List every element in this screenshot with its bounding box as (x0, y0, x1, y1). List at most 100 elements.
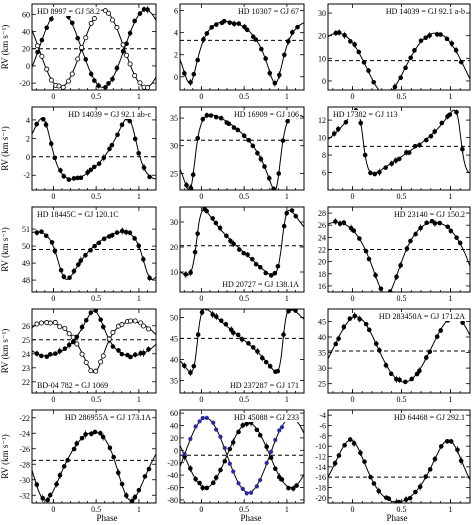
rv-panel: 0 0.5 1 -20-18 -16-14-12 -10-8-6 -4 HD 64468 = … (315, 409, 471, 514)
title-background (237, 7, 300, 16)
rv-point-secondary (119, 322, 125, 328)
rv-point-primary (146, 347, 151, 352)
x-tick-label: 0.5 (396, 294, 406, 303)
rv-point-primary (101, 236, 107, 242)
rv-point-primary (347, 316, 353, 321)
x-tick-label: 0.5 (239, 192, 249, 201)
y-tick-label: -12 (315, 453, 326, 462)
rv-point-primary (358, 120, 364, 126)
rv-point-primary (377, 169, 382, 175)
rv-point-primary (141, 257, 146, 262)
rv-point-primary (204, 113, 210, 118)
rv-point-primary (414, 371, 420, 377)
rv-point-primary (279, 477, 285, 482)
rv-point-primary (75, 262, 81, 267)
panel-frame (31, 106, 157, 191)
rv-point-primary (119, 481, 125, 487)
rv-point-primary (257, 432, 263, 438)
rv-point-primary (373, 341, 379, 347)
rv-point-primary (458, 59, 464, 65)
y-tick-label: 6 (174, 7, 178, 16)
rv-point-primary (100, 434, 106, 440)
rv-point-primary (74, 441, 80, 446)
rv-point-primary (272, 466, 278, 472)
y-tick-label: 40 (170, 355, 178, 364)
rv-point-primary (432, 456, 438, 462)
x-tick-label: 0.5 (91, 395, 101, 404)
rv-point-secondary (44, 66, 50, 72)
rv-point-primary (449, 41, 455, 46)
rv-point-primary (100, 324, 106, 330)
rv-point-primary (268, 273, 274, 278)
rv-point-secondary (60, 84, 66, 90)
rv-point-secondary (231, 469, 236, 474)
y-tick-label: 20 (170, 243, 178, 252)
y-tick-label: -20 (315, 494, 326, 503)
x-axis-label-col-1: Phase (97, 513, 118, 523)
rv-point-primary (336, 453, 342, 458)
rv-point-primary (79, 324, 85, 330)
rv-point-primary (264, 444, 269, 450)
x-tick-label: 0.5 (91, 92, 101, 101)
rv-point-primary (34, 351, 40, 356)
rv-point-primary (79, 435, 85, 441)
rv-point-primary (39, 37, 45, 43)
y-tick-label: -40 (167, 471, 178, 480)
rv-point-secondary (35, 43, 41, 49)
rv-point-primary (438, 32, 443, 37)
rv-point-primary (282, 52, 287, 58)
rv-point-primary (347, 437, 353, 442)
y-tick-label: 40 (318, 333, 326, 342)
rv-point-primary (98, 317, 103, 322)
rv-point-secondary (88, 20, 94, 26)
panel-frame (31, 3, 157, 91)
rv-point-secondary (264, 460, 269, 466)
rv-point-primary (106, 81, 111, 86)
rv-point-primary (184, 182, 189, 188)
rv-point-primary (240, 423, 246, 428)
rv-point-primary (147, 275, 152, 281)
rv-point-primary (372, 171, 378, 177)
rv-point-primary (253, 37, 259, 42)
y-tick-label: 25 (22, 336, 30, 345)
rv-point-primary (239, 337, 245, 342)
y-tick-label: 4 (174, 29, 178, 38)
rv-point-primary (197, 480, 202, 486)
y-tick-label: -24 (19, 429, 30, 438)
rv-point-primary (377, 348, 382, 353)
rv-point-primary (127, 230, 133, 236)
rv-point-primary (236, 21, 242, 26)
x-tick-label: 1 (137, 395, 141, 404)
rv-point-primary (412, 143, 418, 149)
rv-point-primary (285, 118, 290, 124)
rv-point-primary (387, 289, 393, 292)
rv-point-primary (357, 236, 362, 241)
rv-point-secondary (182, 451, 187, 457)
panel-frame (31, 409, 157, 504)
title-background (377, 312, 467, 321)
rv-point-primary (195, 231, 200, 236)
rv-point-primary (92, 78, 97, 83)
rv-point-secondary (200, 415, 205, 421)
rv-point-primary (255, 150, 260, 156)
rv-point-primary (276, 171, 282, 176)
rv-point-primary (343, 119, 349, 125)
rv-point-secondary (222, 445, 227, 451)
rv-point-primary (221, 18, 227, 24)
rv-point-primary (383, 165, 388, 170)
y-tick-label: 10 (170, 268, 178, 277)
rv-point-primary (281, 332, 286, 337)
panel-title: HD 18445C = GJ 120.1C (37, 210, 119, 219)
y-tick-label: -22 (19, 414, 30, 423)
y-tick-label: 0 (174, 446, 178, 455)
rv-point-secondary (75, 56, 81, 62)
rv-point-primary (336, 30, 342, 35)
y-tick-label: 30 (318, 364, 326, 373)
rv-panel: 0 0.5 1 10 20 30 HD 20727 = GJ 138.1A (170, 206, 305, 303)
rv-point-primary (268, 455, 274, 461)
x-tick-label: 0.5 (396, 92, 406, 101)
x-tick-label: 0 (51, 395, 55, 404)
title-background (233, 413, 300, 422)
rv-point-secondary (137, 80, 143, 86)
rv-point-secondary (56, 83, 62, 89)
